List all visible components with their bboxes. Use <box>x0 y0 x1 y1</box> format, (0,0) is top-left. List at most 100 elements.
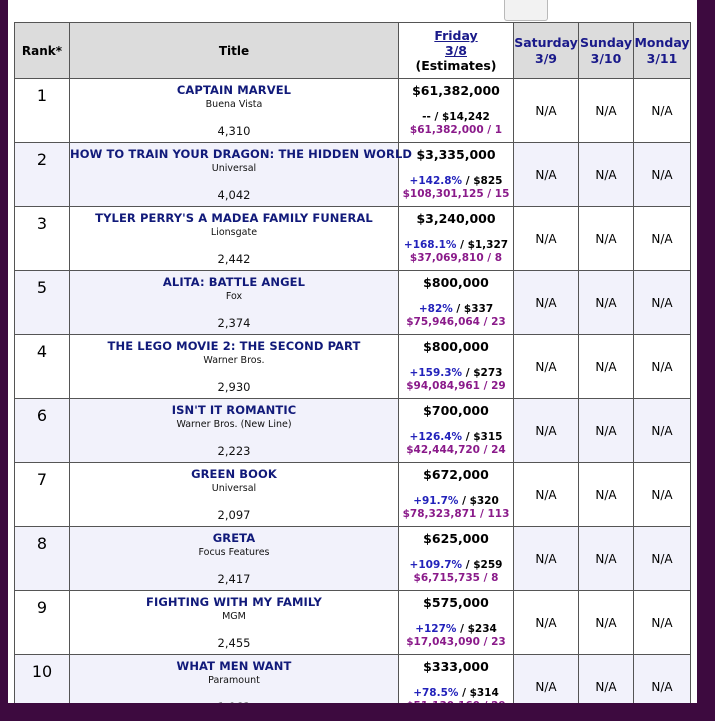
theater-count: 2,455 <box>217 636 251 650</box>
title-cell: GREEN BOOK Universal 2,097 <box>69 462 399 527</box>
table-body: 1 CAPTAIN MARVEL Buena Vista 4,310 $61,3… <box>14 78 691 703</box>
friday-gross: $575,000 <box>423 595 489 610</box>
top-tab[interactable] <box>504 0 548 21</box>
percent-change: +168.1% <box>403 239 457 251</box>
friday-cell: $800,000 +159.3% / $273 $94,084,961 / 29 <box>398 334 514 399</box>
percent-change: +82% <box>418 303 453 315</box>
movie-title[interactable]: FIGHTING WITH MY FAMILY <box>146 595 322 609</box>
change-average: +126.4% / $315 <box>399 431 513 443</box>
saturday-cell: N/A <box>513 398 579 463</box>
movie-title[interactable]: GRETA <box>212 531 256 545</box>
percent-change: +159.3% <box>409 367 463 379</box>
per-theater-average: / $825 <box>462 175 503 187</box>
percent-change: +109.7% <box>409 559 463 571</box>
distributor: Universal <box>211 163 257 174</box>
saturday-cell: N/A <box>513 590 579 655</box>
monday-cell: N/A <box>633 206 691 271</box>
cumulative-gross: $17,043,090 / 23 <box>406 636 506 648</box>
saturday-cell: N/A <box>513 462 579 527</box>
rank-value: 6 <box>36 406 48 425</box>
sunday-cell: N/A <box>578 78 634 143</box>
cumulative-gross: $51,130,160 / 29 <box>399 700 513 703</box>
movie-title[interactable]: THE LEGO MOVIE 2: THE SECOND PART <box>107 339 361 353</box>
rank-cell: 6 <box>14 398 70 463</box>
rank-header: Rank* <box>14 22 70 79</box>
movie-title[interactable]: CAPTAIN MARVEL <box>176 83 292 97</box>
monday-cell: N/A <box>633 526 691 591</box>
table-row: 6 ISN'T IT ROMANTIC Warner Bros. (New Li… <box>14 398 691 463</box>
friday-date-link[interactable]: 3/8 <box>445 43 467 58</box>
movie-title[interactable]: GREEN BOOK <box>191 467 277 481</box>
rank-cell: 10 <box>14 654 70 703</box>
distributor: Fox <box>225 291 243 302</box>
friday-cell: $625,000 +109.7% / $259 $6,715,735 / 8 <box>398 526 514 591</box>
movie-title[interactable]: WHAT MEN WANT <box>176 659 292 673</box>
distributor: Focus Features <box>198 547 270 558</box>
monday-date: 3/11 <box>646 50 678 66</box>
box-office-table: Rank* Title Friday 3/8 (Estimates) Satur… <box>14 22 691 703</box>
movie-title[interactable]: HOW TO TRAIN YOUR DRAGON: THE HIDDEN WOR… <box>70 147 413 161</box>
movie-title[interactable]: ALITA: BATTLE ANGEL <box>162 275 306 289</box>
rank-cell: 5 <box>14 270 70 335</box>
theater-count: 2,417 <box>217 572 251 586</box>
friday-gross: $3,335,000 <box>416 147 496 162</box>
rank-value: 1 <box>36 86 48 105</box>
table-row: 1 CAPTAIN MARVEL Buena Vista 4,310 $61,3… <box>14 78 691 143</box>
movie-title[interactable]: ISN'T IT ROMANTIC <box>171 403 297 417</box>
title-cell: WHAT MEN WANT Paramount 1,062 <box>69 654 399 703</box>
per-theater-average: / $1,327 <box>456 239 509 251</box>
cumulative-gross: $75,946,064 / 23 <box>406 316 506 328</box>
title-cell: ISN'T IT ROMANTIC Warner Bros. (New Line… <box>69 398 399 463</box>
content-panel: Rank* Title Friday 3/8 (Estimates) Satur… <box>8 0 697 703</box>
distributor: Buena Vista <box>205 99 263 110</box>
distributor: MGM <box>222 611 246 622</box>
rank-value: 2 <box>36 150 48 169</box>
monday-cell: N/A <box>633 654 691 703</box>
distributor: Warner Bros. (New Line) <box>176 419 292 430</box>
friday-estimates-note: (Estimates) <box>415 58 497 73</box>
friday-gross: $3,240,000 <box>416 211 496 226</box>
change-average: +142.8% / $825 <box>399 175 513 187</box>
monday-cell: N/A <box>633 398 691 463</box>
movie-title[interactable]: TYLER PERRY'S A MADEA FAMILY FUNERAL <box>95 211 373 225</box>
monday-cell: N/A <box>633 78 691 143</box>
friday-header: Friday 3/8 (Estimates) <box>398 22 514 79</box>
sunday-cell: N/A <box>578 590 634 655</box>
title-cell: ALITA: BATTLE ANGEL Fox 2,374 <box>69 270 399 335</box>
title-cell: GRETA Focus Features 2,417 <box>69 526 399 591</box>
percent-change: +142.8% <box>409 175 463 187</box>
table-row: 10 WHAT MEN WANT Paramount 1,062 $333,00… <box>14 654 691 703</box>
theater-count: 2,097 <box>217 508 251 522</box>
change-average: +91.7% / $320 <box>399 495 513 507</box>
table-row: 8 GRETA Focus Features 2,417 $625,000 +1… <box>14 526 691 591</box>
percent-change: +91.7% <box>413 495 459 507</box>
table-row: 7 GREEN BOOK Universal 2,097 $672,000 +9… <box>14 462 691 527</box>
friday-link[interactable]: Friday <box>434 28 478 43</box>
per-theater-average: / $337 <box>452 303 494 315</box>
cumulative-gross: $78,323,871 / 113 <box>402 508 510 520</box>
friday-gross: $800,000 <box>423 275 489 290</box>
sunday-cell: N/A <box>578 462 634 527</box>
title-cell: CAPTAIN MARVEL Buena Vista 4,310 <box>69 78 399 143</box>
saturday-label: Saturday <box>514 34 578 50</box>
rank-cell: 8 <box>14 526 70 591</box>
sunday-cell: N/A <box>578 398 634 463</box>
percent-change: +126.4% <box>409 431 463 443</box>
distributor: Warner Bros. <box>203 355 265 366</box>
monday-cell: N/A <box>633 334 691 399</box>
theater-count: 2,223 <box>217 444 251 458</box>
rank-cell: 1 <box>14 78 70 143</box>
friday-cell: $3,240,000 +168.1% / $1,327 $37,069,810 … <box>398 206 514 271</box>
rank-value: 5 <box>36 278 48 297</box>
cumulative-gross: $37,069,810 / 8 <box>409 252 503 264</box>
per-theater-average: / $320 <box>458 495 499 507</box>
title-cell: FIGHTING WITH MY FAMILY MGM 2,455 <box>69 590 399 655</box>
friday-gross: $61,382,000 <box>412 83 500 98</box>
theater-count: 2,442 <box>217 252 251 266</box>
per-theater-average: / $259 <box>462 559 503 571</box>
change-average: +82% / $337 <box>399 303 513 315</box>
monday-header: Monday 3/11 <box>633 22 691 79</box>
sunday-cell: N/A <box>578 654 634 703</box>
sunday-header: Sunday 3/10 <box>578 22 634 79</box>
cumulative-gross: $94,084,961 / 29 <box>406 380 506 392</box>
